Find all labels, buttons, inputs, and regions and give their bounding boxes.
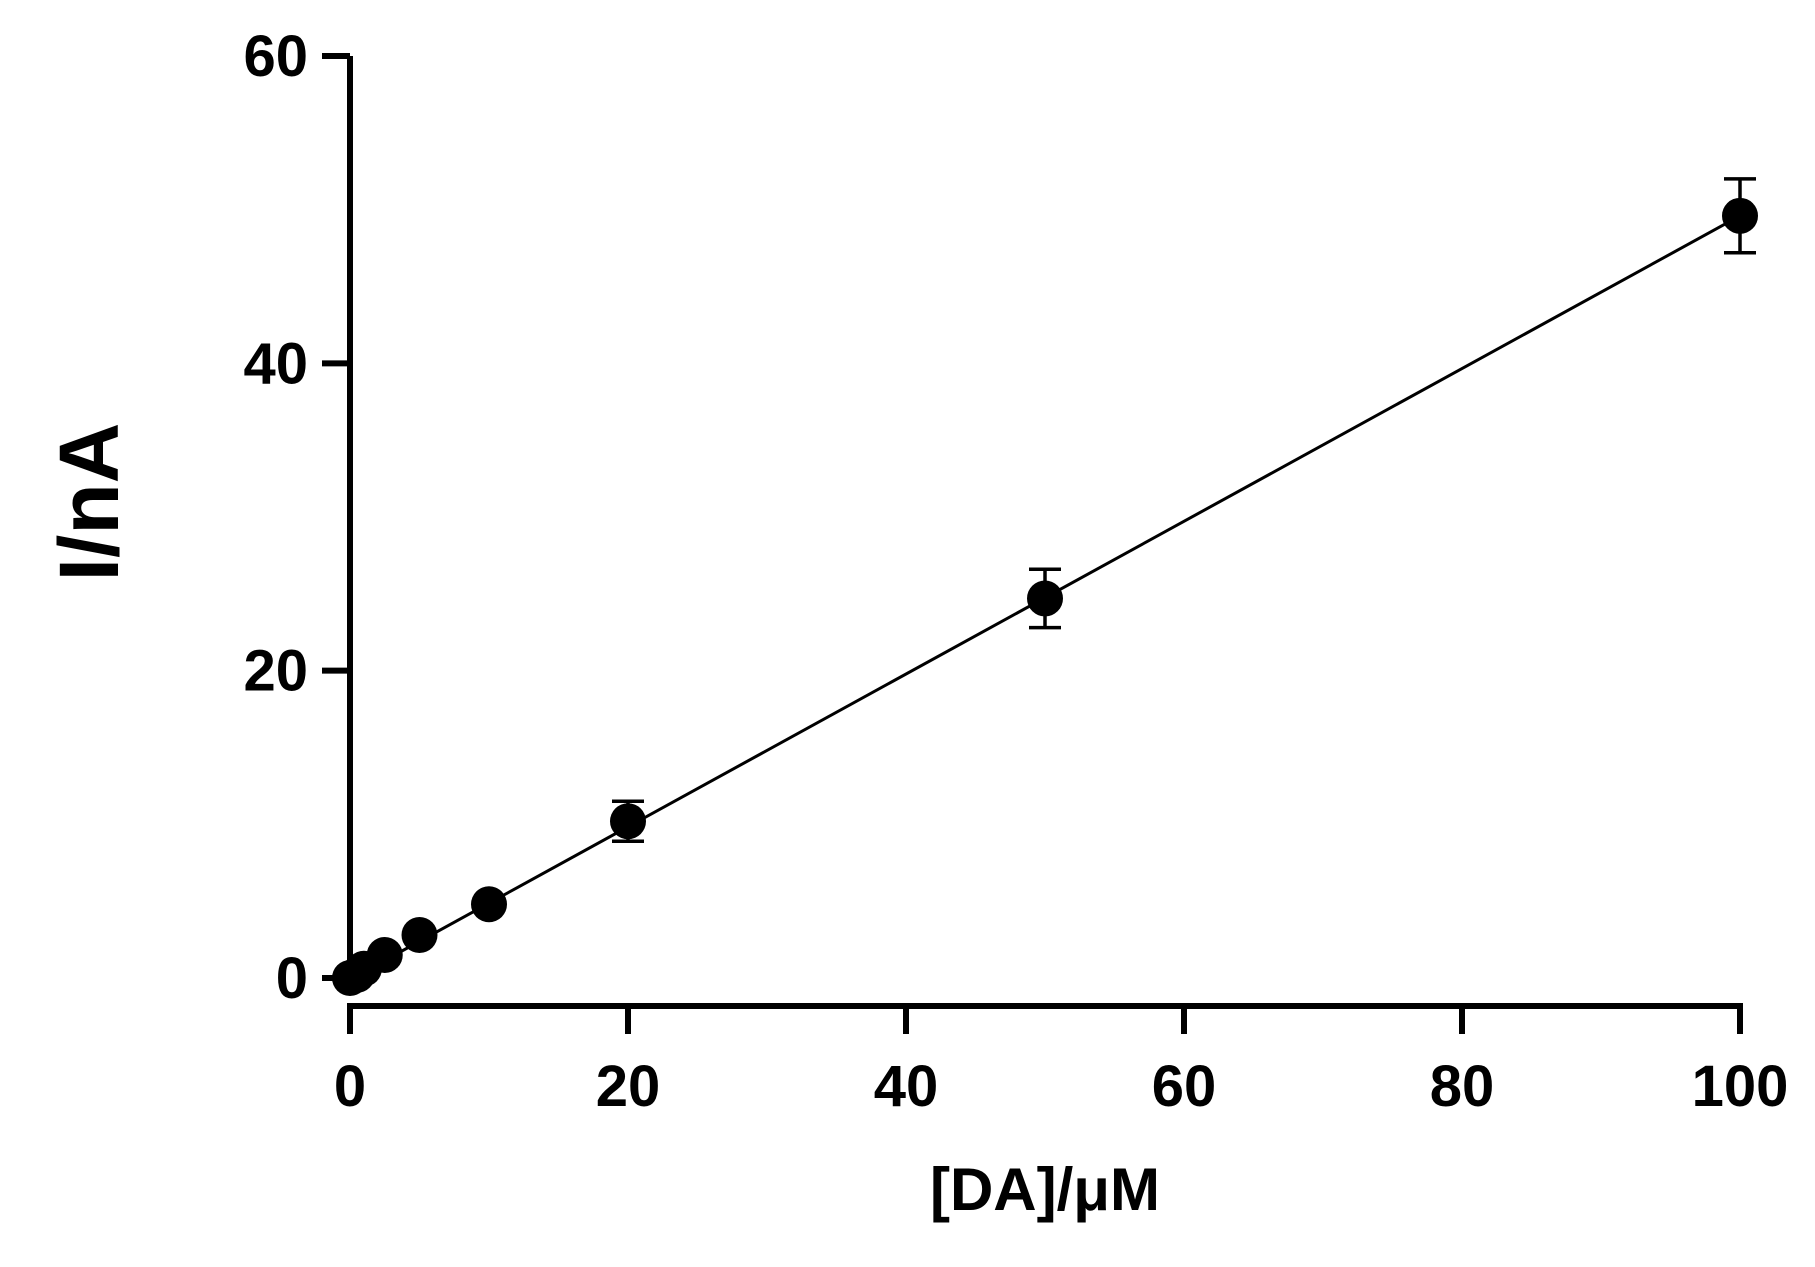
y-tick-label: 0 bbox=[276, 946, 308, 1011]
data-point bbox=[1722, 197, 1758, 234]
data-point bbox=[401, 916, 438, 953]
x-tick-label: 80 bbox=[1430, 1054, 1495, 1119]
x-tick-label: 20 bbox=[596, 1054, 661, 1119]
x-tick-label: 0 bbox=[334, 1054, 366, 1119]
data-points-group bbox=[332, 197, 1758, 996]
x-axis-label: [DA]/μM bbox=[930, 1156, 1160, 1223]
y-axis-label: I/nA bbox=[42, 423, 136, 582]
x-tick-label: 60 bbox=[1152, 1054, 1217, 1119]
data-point bbox=[610, 803, 646, 840]
x-tick-label: 40 bbox=[874, 1054, 939, 1119]
axes-group bbox=[322, 53, 1743, 1034]
labels-group: 0 20 40 60 0 20 40 60 80 100 [DA]/μM I/nA bbox=[42, 24, 1788, 1223]
y-tick-label: 40 bbox=[243, 331, 308, 396]
data-point bbox=[366, 936, 403, 973]
y-tick-label: 60 bbox=[243, 24, 308, 89]
x-tick-label: 100 bbox=[1692, 1054, 1789, 1119]
data-point bbox=[1027, 580, 1063, 617]
data-point bbox=[471, 886, 507, 923]
y-tick-label: 20 bbox=[243, 639, 308, 704]
